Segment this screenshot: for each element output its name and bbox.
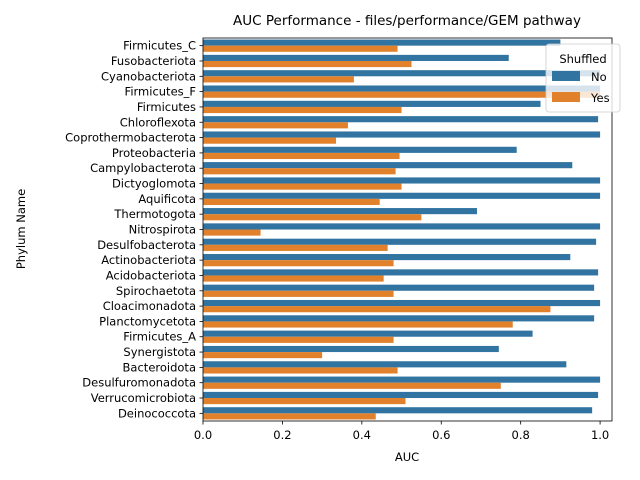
- y-tick-label: Cyanobacteriota: [101, 69, 196, 83]
- bar-aquificota-no: [203, 192, 601, 199]
- bar-chloroflexota-no: [203, 116, 599, 123]
- bar-proteobacteria-yes: [203, 152, 400, 160]
- y-tick-label: Planctomycetota: [99, 314, 196, 328]
- bar-coprothermobacterota-yes: [203, 137, 337, 144]
- y-tick-label: Thermotogota: [113, 207, 196, 221]
- bar-campylobacterota-no: [203, 162, 573, 169]
- chart-title: AUC Performance - files/performance/GEM …: [233, 13, 581, 29]
- bar-firmicutes-f-yes: [203, 91, 601, 98]
- bar-nitrospirota-no: [203, 223, 601, 230]
- y-tick-label: Nitrospirota: [129, 223, 196, 237]
- y-tick-label: Dictyoglomota: [112, 177, 196, 191]
- y-tick-label: Firmicutes_A: [123, 330, 196, 344]
- bar-desulfobacterota-no: [203, 238, 597, 245]
- y-axis-label: Phylum Name: [14, 189, 28, 269]
- bar-deinococcota-no: [203, 407, 593, 414]
- bar-acidobacteriota-yes: [203, 275, 384, 282]
- y-tick-label: Cloacimonadota: [103, 299, 196, 313]
- y-tick-labels: Firmicutes_CFusobacteriotaCyanobacteriot…: [65, 39, 203, 420]
- x-tick-label: 0.0: [194, 428, 212, 442]
- y-tick-label: Proteobacteria: [112, 146, 196, 160]
- bar-nitrospirota-yes: [203, 229, 261, 236]
- bar-planctomycetota-no: [203, 315, 595, 322]
- x-axis-label: AUC: [395, 450, 419, 464]
- legend: Shuffled No Yes: [545, 43, 621, 113]
- bar-fusobacteriota-no: [203, 54, 509, 61]
- bar-firmicutes-f-no: [203, 85, 601, 92]
- bar-firmicutes-c-yes: [203, 45, 398, 52]
- bar-thermotogota-no: [203, 208, 477, 215]
- x-tick-label: 0.4: [353, 428, 371, 442]
- bars-group: [203, 39, 601, 420]
- bar-spirochaetota-yes: [203, 290, 394, 297]
- bar-firmicutes-c-no: [203, 39, 561, 46]
- x-tick-label: 0.8: [512, 428, 530, 442]
- bar-coprothermobacterota-no: [203, 131, 601, 138]
- bar-cloacimonadota-no: [203, 299, 601, 307]
- plot-frame: [202, 37, 613, 422]
- y-tick-label: Chloroflexota: [120, 115, 196, 129]
- legend-swatch-yes: [552, 92, 580, 102]
- bar-proteobacteria-no: [203, 146, 517, 153]
- y-tick-label: Campylobacterota: [90, 161, 196, 175]
- y-tick-label: Spirochaetota: [116, 284, 196, 298]
- y-tick-label: Coprothermobacterota: [65, 131, 196, 145]
- legend-label-yes: Yes: [590, 91, 610, 105]
- bar-desulfobacterota-yes: [203, 244, 388, 251]
- bar-firmicutes-no: [203, 100, 541, 107]
- bar-actinobacteriota-yes: [203, 260, 394, 267]
- y-tick-label: Aquificota: [138, 192, 196, 206]
- bar-cyanobacteriota-no: [203, 70, 601, 77]
- y-tick-label: Deinococcota: [118, 406, 196, 420]
- y-tick-label: Bacteroidota: [123, 360, 196, 374]
- y-tick-label: Firmicutes_C: [123, 39, 196, 53]
- bar-desulfuromonadota-no: [203, 376, 601, 383]
- bar-cyanobacteriota-yes: [203, 76, 354, 83]
- bar-dictyoglomota-yes: [203, 183, 402, 190]
- bar-synergistota-no: [203, 345, 499, 353]
- y-tick-label: Synergistota: [123, 345, 196, 359]
- bar-bacteroidota-no: [203, 361, 567, 368]
- y-tick-label: Desulfobacterota: [97, 238, 196, 252]
- bar-campylobacterota-yes: [203, 168, 396, 175]
- x-tick-label: 1.0: [591, 428, 609, 442]
- bar-synergistota-yes: [203, 352, 323, 359]
- bar-firmicutes-a-no: [203, 330, 533, 337]
- bar-spirochaetota-no: [203, 284, 595, 291]
- y-tick-label: Acidobacteriota: [106, 268, 196, 282]
- bar-planctomycetota-yes: [203, 321, 513, 328]
- y-tick-label: Verrucomicrobiota: [91, 391, 196, 405]
- x-tick-label: 0.2: [273, 428, 291, 442]
- y-tick-label: Firmicutes_F: [125, 85, 196, 99]
- bar-actinobacteriota-no: [203, 254, 571, 261]
- y-tick-label: Actinobacteriota: [101, 253, 196, 267]
- y-tick-label: Desulfuromonadota: [82, 376, 196, 390]
- y-tick-label: Firmicutes: [137, 100, 196, 114]
- bar-thermotogota-yes: [203, 214, 422, 221]
- bar-cloacimonadota-yes: [203, 306, 551, 313]
- bar-bacteroidota-yes: [203, 367, 398, 374]
- bar-dictyoglomota-no: [203, 177, 601, 184]
- bar-desulfuromonadota-yes: [203, 382, 501, 389]
- y-tick-label: Fusobacteriota: [111, 54, 196, 68]
- bar-aquificota-yes: [203, 198, 380, 205]
- bar-chloroflexota-yes: [203, 122, 348, 129]
- bar-firmicutes-a-yes: [203, 336, 394, 343]
- legend-label-no: No: [591, 70, 607, 84]
- legend-title: Shuffled: [559, 52, 606, 66]
- x-tick-labels: 0.0 0.2 0.4 0.6 0.8 1.0: [194, 421, 609, 442]
- bar-firmicutes-yes: [203, 106, 402, 114]
- x-tick-label: 0.6: [432, 428, 450, 442]
- bar-fusobacteriota-yes: [203, 60, 412, 68]
- bar-acidobacteriota-no: [203, 269, 599, 276]
- bar-deinococcota-yes: [203, 413, 376, 420]
- bar-verrucomicrobiota-yes: [203, 398, 406, 405]
- bar-verrucomicrobiota-no: [203, 391, 599, 399]
- legend-swatch-no: [552, 71, 580, 81]
